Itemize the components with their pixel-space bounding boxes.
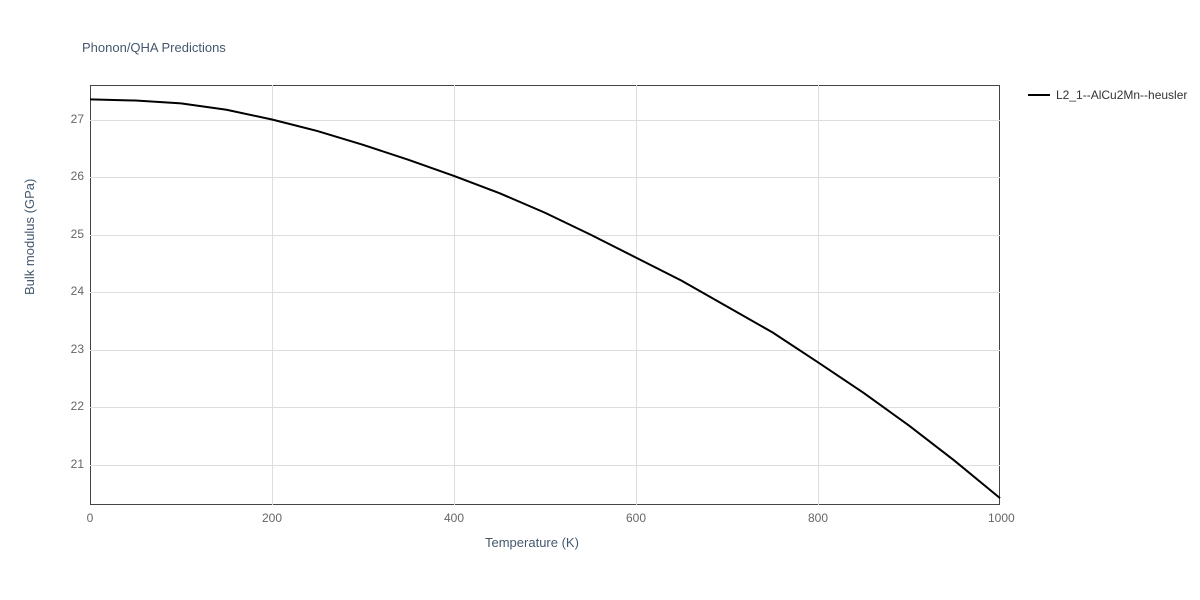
x-tick-label: 1000: [988, 511, 1012, 525]
grid-line-horizontal: [90, 292, 1000, 293]
x-tick-label: 600: [624, 511, 648, 525]
grid-line-horizontal: [90, 465, 1000, 466]
grid-line-vertical: [454, 85, 455, 505]
grid-line-horizontal: [90, 177, 1000, 178]
x-tick-label: 200: [260, 511, 284, 525]
x-axis-label: Temperature (K): [485, 535, 579, 550]
x-tick-label: 400: [442, 511, 466, 525]
grid-line-horizontal: [90, 235, 1000, 236]
y-tick-label: 22: [60, 399, 84, 413]
grid-line-vertical: [636, 85, 637, 505]
y-tick-label: 24: [60, 284, 84, 298]
chart-title: Phonon/QHA Predictions: [82, 40, 226, 55]
grid-line-horizontal: [90, 407, 1000, 408]
y-tick-label: 23: [60, 342, 84, 356]
legend-line-icon: [1028, 94, 1050, 96]
grid-line-vertical: [272, 85, 273, 505]
legend-label: L2_1--AlCu2Mn--heusler: [1056, 88, 1187, 102]
y-tick-label: 26: [60, 169, 84, 183]
grid-line-horizontal: [90, 350, 1000, 351]
y-tick-label: 21: [60, 457, 84, 471]
y-tick-label: 25: [60, 227, 84, 241]
y-tick-label: 27: [60, 112, 84, 126]
x-tick-label: 0: [78, 511, 102, 525]
grid-line-horizontal: [90, 120, 1000, 121]
plot-area: [90, 85, 1000, 505]
y-axis-label: Bulk modulus (GPa): [22, 179, 37, 295]
grid-line-vertical: [818, 85, 819, 505]
x-tick-label: 800: [806, 511, 830, 525]
legend: L2_1--AlCu2Mn--heusler: [1028, 88, 1187, 102]
